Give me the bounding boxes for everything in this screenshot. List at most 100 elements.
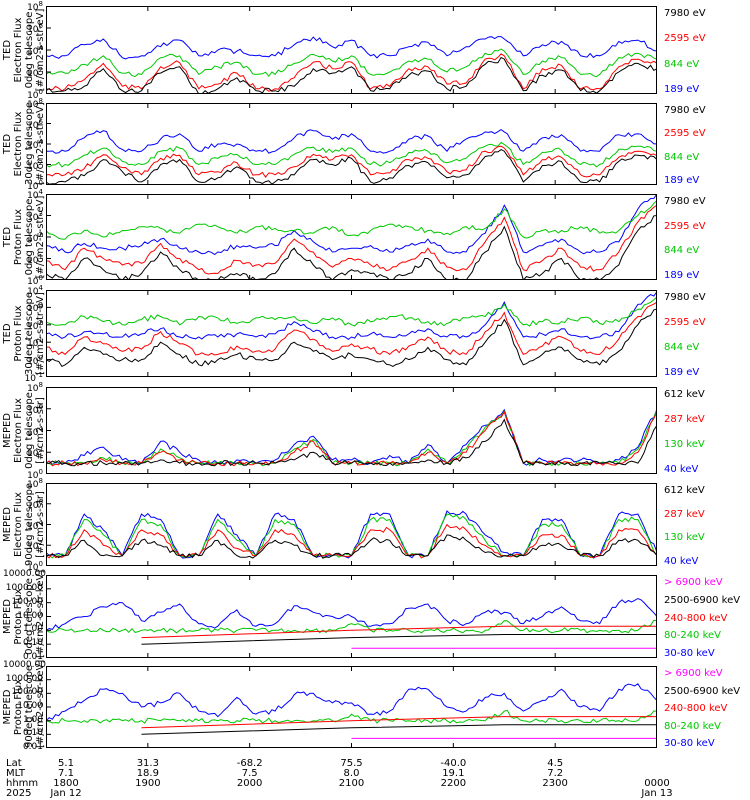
series-line-30-80-kev [46, 597, 657, 631]
y-tick-label: 104 [27, 284, 43, 297]
x-row-label-hhmm: hhmm [6, 778, 39, 789]
y-tick-label: 104 [27, 188, 43, 201]
y-tick-label: 0.01 [22, 652, 43, 662]
legend-entry: 189 eV [664, 175, 700, 186]
series-line-240-800-kev [141, 716, 657, 729]
y-tick-label: 100 [27, 353, 43, 367]
series-line-189-ev [46, 36, 657, 60]
legend-entry: 80-240 keV [664, 630, 722, 642]
y-tick-label: 0.01 [22, 742, 43, 752]
series-line-612-kev [46, 418, 657, 467]
y-tick-label: 103 [27, 209, 43, 223]
legend-entry: 7980 eV [664, 196, 706, 207]
y-tick-label: 10-1 [24, 371, 43, 384]
legend-entry: 2595 eV [664, 128, 706, 140]
y-tick-label: 102 [27, 158, 43, 172]
y-tick-label: 0.10 [22, 638, 43, 649]
x-tick-lat: 75.5 [340, 758, 363, 769]
y-tick-label: 101 [27, 336, 43, 350]
series-line-2595-ev [46, 53, 657, 92]
x-tick-mlt: 8.0 [343, 768, 360, 779]
legend-entry: 40 keV [664, 464, 699, 475]
series-line-612-kev [46, 534, 657, 559]
legend-entry: > 6900 keV [664, 668, 723, 679]
plot-area-8 [46, 666, 657, 748]
legend-entry: 2595 eV [664, 220, 706, 232]
legend-entry: 844 eV [664, 58, 700, 70]
series-line-7980-ev [46, 56, 657, 94]
legend-entry: 2500-6900 keV [664, 594, 741, 606]
legend-entry: 189 eV [664, 84, 700, 95]
legend-entry: 130 keV [664, 532, 705, 544]
legend-entry: 612 keV [664, 389, 705, 400]
series-line-2595-ev [46, 204, 657, 275]
x-tick-hhmm: 2200 [440, 778, 467, 789]
legend-entry: 2500-6900 keV [664, 685, 741, 697]
plot-area-4 [46, 290, 657, 377]
series-line-189-ev [46, 194, 657, 256]
y-tick-label: 104 [27, 44, 43, 57]
series-line-844-ev [46, 48, 657, 78]
y-tick-label: 100 [27, 468, 43, 481]
y-tick-label: 104 [27, 518, 43, 532]
legend-entry: 844 eV [664, 245, 700, 257]
plot-area-2 [46, 103, 657, 185]
y-tick-label: 102 [27, 446, 43, 460]
legend-entry: 130 keV [664, 439, 705, 450]
x-tick-lat: 5.1 [58, 758, 74, 769]
legend-entry: 240-800 keV [664, 612, 728, 624]
x-row-label-mlt: MLT [6, 768, 25, 779]
series-line-2500-6900-kev [141, 724, 657, 735]
plot-area-1 [46, 6, 657, 94]
series-line-7980-ev [46, 215, 657, 280]
series-line-844-ev [46, 296, 657, 327]
legend-entry: 2595 eV [664, 317, 706, 328]
x-tick-lat: -40.0 [440, 758, 467, 769]
x-tick-lat: -68.2 [236, 758, 263, 769]
x-tick-mlt: 7.1 [58, 768, 74, 779]
y-tick-label: 1000.00 [5, 582, 43, 593]
legend-entry: 844 eV [664, 151, 700, 163]
y-tick-label: 106 [27, 22, 43, 35]
y-tick-label: 108 [27, 97, 43, 110]
y-tick-label: 100 [27, 88, 43, 101]
y-tick-label: 100 [27, 560, 43, 573]
y-tick-label: 100 [27, 179, 43, 192]
y-tick-label: 104 [27, 424, 43, 438]
series-line-844-ev [46, 200, 657, 240]
series-line-2595-ev [46, 145, 657, 178]
x-row-label-lat: Lat [6, 758, 22, 769]
y-tick-label: 10.00 [17, 701, 43, 711]
y-tick-label: 100.00 [11, 687, 44, 698]
legend-entry: 240-800 keV [664, 703, 728, 714]
plot-frame [46, 666, 657, 748]
y-tick-label: 10000.00 [3, 569, 46, 579]
y-tick-label: 106 [27, 117, 43, 131]
y-tick-label: 106 [27, 497, 43, 511]
series-line-2500-6900-kev [141, 634, 657, 645]
x-tick-date: Jan 13 [641, 788, 673, 799]
x-tick-hhmm: 1800 [53, 778, 79, 789]
y-tick-label: 10000.00 [3, 660, 46, 670]
legend-entry: 189 eV [664, 367, 700, 378]
y-axis-label-line: [#/cm2-s-str-keV] [35, 659, 46, 748]
plot-area-3 [46, 194, 657, 280]
legend-entry: 80-240 keV [664, 720, 722, 732]
series-line-844-ev [46, 141, 657, 168]
y-axis-label-line: MEPED [2, 689, 13, 725]
y-tick-label: 102 [27, 539, 43, 553]
legend-entry: 40 keV [664, 556, 699, 567]
y-tick-label: 102 [27, 231, 43, 244]
series-line-2595-ev [46, 301, 657, 356]
y-tick-label: 1.00 [22, 624, 43, 635]
y-tick-label: 108 [27, 381, 43, 394]
x-tick-date: Jan 12 [50, 788, 82, 799]
y-tick-label: 102 [27, 66, 43, 79]
series-line-7980-ev [46, 149, 657, 185]
x-tick-hhmm: 2300 [542, 778, 568, 789]
